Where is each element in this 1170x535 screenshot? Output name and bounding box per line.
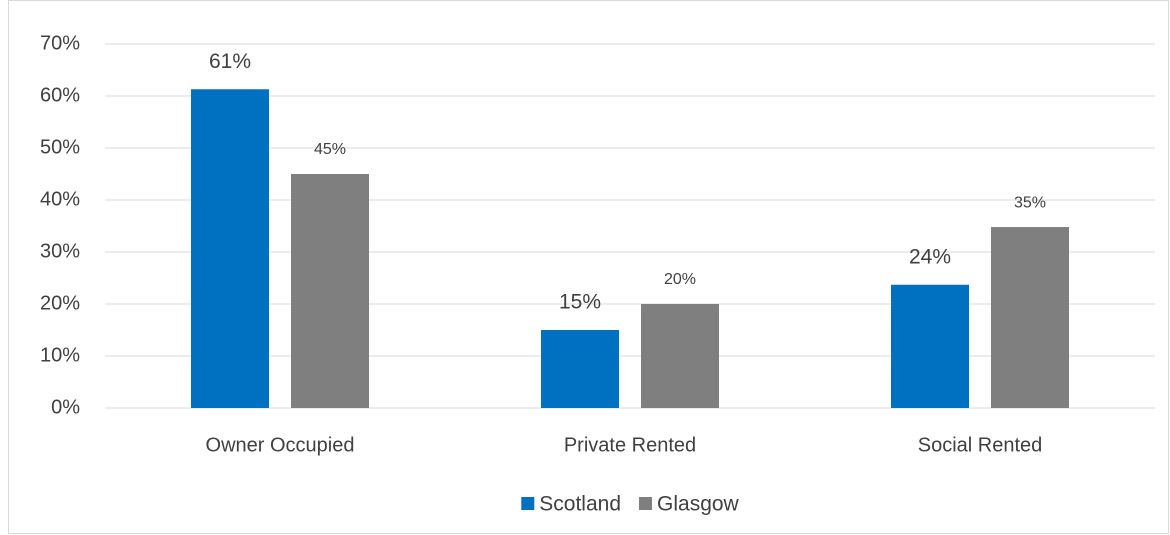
bar	[891, 284, 969, 408]
data-label: 20%	[664, 271, 696, 288]
legend-label: Scotland	[539, 493, 621, 516]
y-tick-label: 0%	[51, 396, 80, 418]
legend-label: Glasgow	[657, 493, 740, 516]
y-tick-label: 70%	[40, 32, 80, 54]
bar	[291, 174, 369, 408]
legend-swatch	[639, 497, 653, 510]
x-tick-label: Private Rented	[564, 434, 696, 456]
y-tick-label: 40%	[40, 188, 80, 210]
y-tick-label: 30%	[40, 240, 80, 262]
data-label: 45%	[314, 141, 346, 158]
x-tick-label: Owner Occupied	[206, 434, 355, 456]
legend-swatch	[521, 497, 535, 510]
data-label: 35%	[1014, 194, 1046, 211]
x-tick-label: Social Rented	[918, 434, 1043, 456]
y-tick-label: 20%	[40, 292, 80, 314]
data-label: 61%	[209, 50, 251, 73]
y-tick-label: 60%	[40, 84, 80, 106]
bar	[991, 227, 1069, 408]
y-tick-label: 10%	[40, 344, 80, 366]
data-label: 15%	[559, 291, 601, 314]
data-label: 24%	[909, 245, 951, 268]
bar	[191, 89, 269, 409]
bar	[541, 330, 619, 408]
chart-border	[8, 0, 1169, 534]
bar	[641, 304, 719, 408]
y-tick-label: 50%	[40, 136, 80, 158]
